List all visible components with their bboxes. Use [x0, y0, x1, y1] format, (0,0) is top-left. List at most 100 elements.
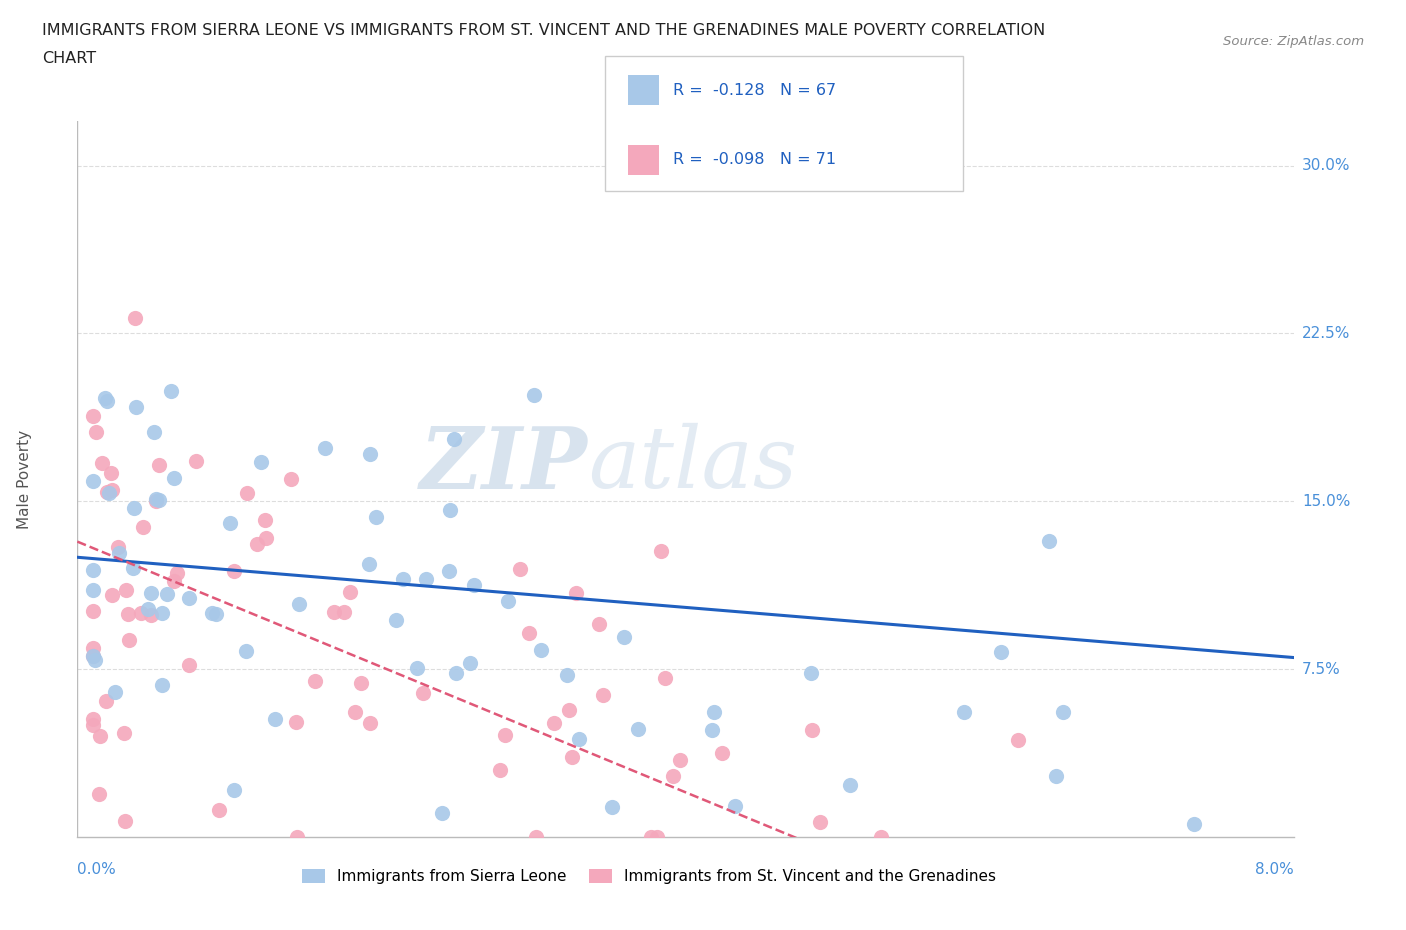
Point [141, 607, 163, 622]
Point [412, 686, 434, 701]
Point [568, 731, 591, 746]
Point [280, 472, 302, 486]
Point [801, 723, 824, 737]
Point [115, 582, 138, 597]
Text: Male Poverty: Male Poverty [17, 430, 32, 528]
Point [344, 704, 367, 719]
Point [136, 602, 159, 617]
Point [148, 458, 170, 472]
Point [90, 455, 112, 470]
Point [98, 485, 121, 500]
Point [524, 830, 547, 844]
Point [204, 606, 226, 621]
Point [700, 723, 723, 737]
Text: IMMIGRANTS FROM SIERRA LEONE VS IMMIGRANTS FROM ST. VINCENT AND THE GRENADINES M: IMMIGRANTS FROM SIERRA LEONE VS IMMIGRAN… [42, 23, 1046, 38]
Point [650, 544, 672, 559]
Point [838, 777, 860, 792]
Point [359, 447, 381, 462]
Point [112, 725, 135, 740]
Point [186, 454, 208, 469]
Point [131, 520, 153, 535]
Point [543, 716, 565, 731]
Point [235, 644, 257, 658]
Point [723, 799, 745, 814]
Point [122, 501, 145, 516]
Point [219, 516, 242, 531]
Point [201, 605, 224, 620]
Point [1038, 534, 1060, 549]
Point [96, 393, 118, 408]
Point [246, 537, 269, 551]
Point [82, 648, 104, 663]
Point [339, 585, 361, 600]
Text: R =  -0.098   N = 71: R = -0.098 N = 71 [673, 153, 837, 167]
Point [236, 486, 259, 501]
Point [254, 531, 277, 546]
Point [163, 471, 186, 485]
Point [84, 425, 107, 440]
Point [145, 491, 167, 506]
Point [437, 564, 460, 578]
Point [114, 813, 136, 828]
Point [1052, 704, 1074, 719]
Point [253, 512, 276, 527]
Point [463, 578, 485, 592]
Point [640, 830, 662, 844]
Point [627, 722, 650, 737]
Point [710, 745, 733, 760]
Text: atlas: atlas [588, 423, 797, 506]
Point [82, 648, 104, 663]
Point [124, 311, 146, 325]
Point [392, 572, 415, 587]
Point [439, 502, 461, 517]
Point [222, 782, 245, 797]
Point [600, 799, 623, 814]
Point [124, 399, 146, 414]
Point [177, 658, 200, 672]
Point [333, 604, 356, 619]
Point [107, 546, 129, 561]
Point [870, 830, 893, 844]
Point [669, 753, 692, 768]
Point [385, 612, 408, 627]
Text: 7.5%: 7.5% [1302, 661, 1340, 677]
Point [82, 711, 104, 726]
Point [160, 384, 183, 399]
Point [953, 704, 976, 719]
Point [94, 694, 117, 709]
Point [430, 805, 453, 820]
Point [104, 684, 127, 699]
Point [87, 786, 110, 801]
Point [530, 643, 553, 658]
Point [156, 587, 179, 602]
Point [555, 667, 578, 682]
Point [143, 424, 166, 439]
Point [264, 711, 287, 726]
Point [100, 466, 122, 481]
Point [323, 604, 346, 619]
Text: 8.0%: 8.0% [1254, 862, 1294, 877]
Point [304, 673, 326, 688]
Point [166, 565, 188, 580]
Point [82, 473, 104, 488]
Point [285, 830, 308, 844]
Text: ZIP: ZIP [420, 423, 588, 506]
Point [558, 702, 581, 717]
Point [496, 593, 519, 608]
Point [96, 485, 118, 499]
Point [285, 715, 308, 730]
Point [489, 763, 512, 777]
Point [82, 563, 104, 578]
Point [613, 630, 636, 644]
Point [592, 687, 614, 702]
Point [509, 562, 531, 577]
Point [349, 675, 371, 690]
Point [101, 588, 124, 603]
Point [177, 591, 200, 605]
Point [139, 586, 162, 601]
Point [82, 641, 104, 656]
Point [100, 483, 122, 498]
Point [89, 729, 111, 744]
Point [150, 606, 173, 621]
Point [446, 666, 468, 681]
